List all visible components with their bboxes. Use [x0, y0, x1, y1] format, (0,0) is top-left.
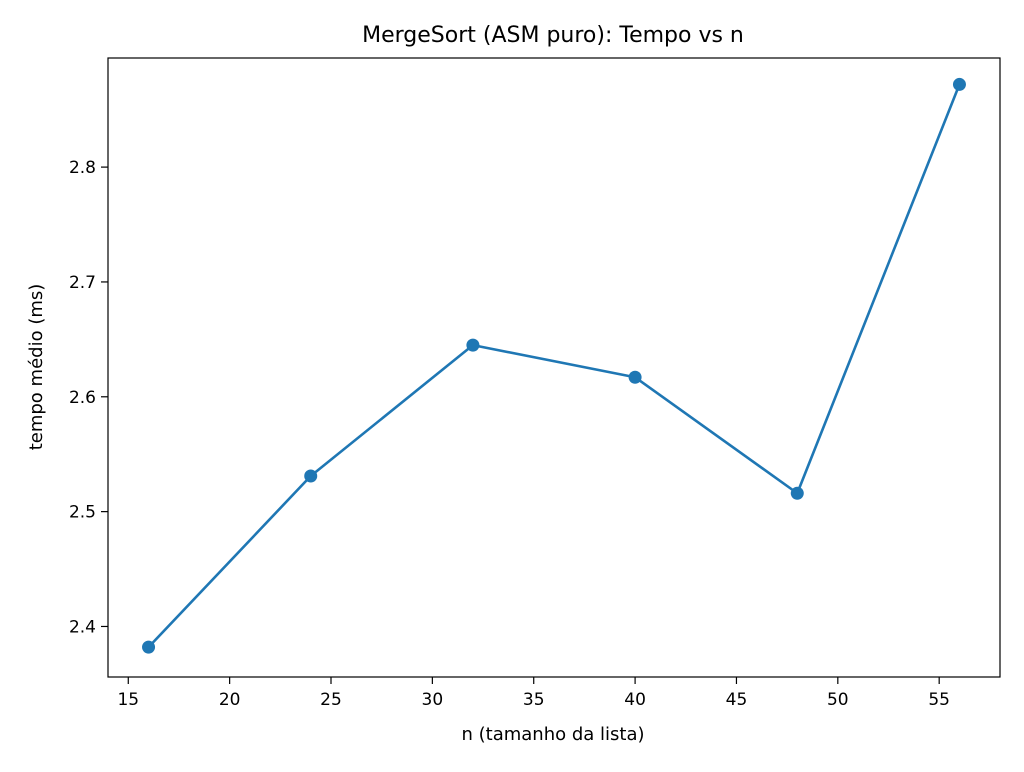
x-tick-label: 25 — [320, 690, 342, 710]
data-point — [142, 640, 156, 654]
data-point — [790, 486, 804, 500]
data-point — [628, 370, 642, 384]
x-tick-label: 20 — [219, 690, 241, 710]
y-tick-label: 2.5 — [69, 503, 96, 523]
x-tick-label: 50 — [827, 690, 849, 710]
x-tick-label: 45 — [726, 690, 748, 710]
axes-frame — [107, 57, 1001, 678]
data-point — [952, 77, 966, 91]
y-tick-label: 2.8 — [69, 158, 96, 178]
x-tick-label: 40 — [624, 690, 646, 710]
y-axis-label: tempo médio (ms) — [26, 284, 47, 451]
x-tick-label: 15 — [117, 690, 139, 710]
y-tick-label: 2.6 — [69, 388, 96, 408]
data-point — [304, 469, 318, 483]
y-tick-label: 2.7 — [69, 273, 96, 293]
chart-title: MergeSort (ASM puro): Tempo vs n — [362, 23, 744, 48]
data-point — [466, 338, 480, 352]
x-tick-label: 35 — [523, 690, 545, 710]
x-axis-label: n (tamanho da lista) — [461, 724, 644, 745]
x-tick-label: 55 — [928, 690, 950, 710]
y-tick-label: 2.4 — [69, 617, 96, 637]
plot-area: 15 20 25 30 35 40 45 50 55 2.4 2.5 2.6 2.7 2.8 — [69, 57, 1001, 710]
series-line — [147, 83, 961, 649]
x-tick-label: 30 — [422, 690, 444, 710]
